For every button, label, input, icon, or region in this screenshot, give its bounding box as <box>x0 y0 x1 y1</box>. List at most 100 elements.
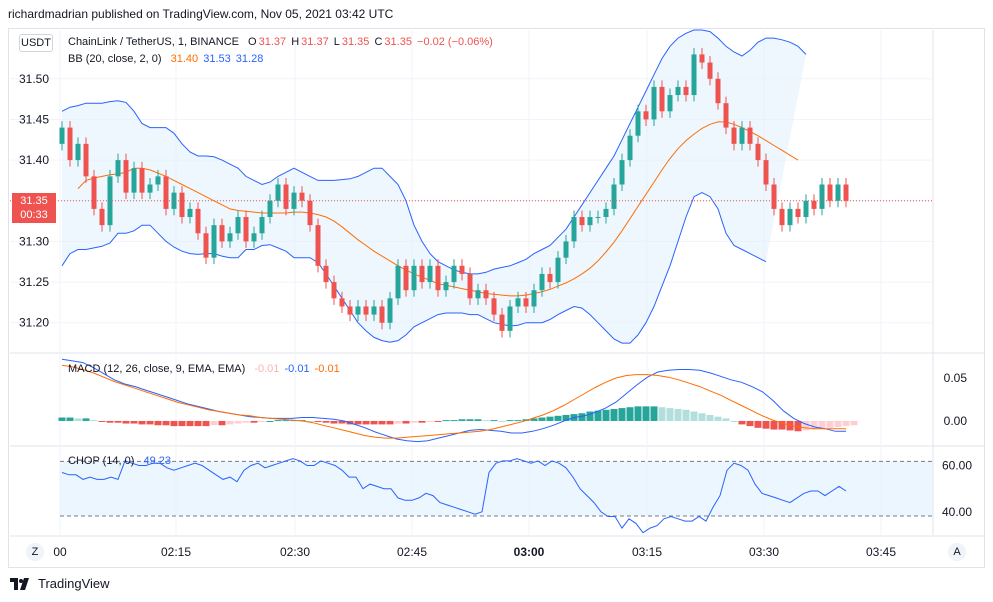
macd-histogram-bar <box>618 408 626 421</box>
candle-body <box>483 290 489 299</box>
macd-histogram-bar <box>490 420 498 422</box>
macd-histogram-bar <box>682 409 690 421</box>
tradingview-logo-text: TradingView <box>38 576 110 591</box>
high-value: 31.37 <box>301 36 329 48</box>
macd-histogram-bar <box>306 420 314 422</box>
macd-histogram-bar <box>258 420 266 422</box>
candle-body <box>435 265 441 291</box>
chop-label: CHOP (14, 0) <box>68 455 135 467</box>
chop-band-fill <box>60 461 933 517</box>
time-tick-label: 03:30 <box>749 545 779 559</box>
tradingview-logo: TradingView <box>10 576 110 591</box>
macd-histogram-bar <box>650 406 658 421</box>
macd-histogram-bar <box>210 420 218 426</box>
candle-body <box>331 282 337 299</box>
macd-histogram-bar <box>186 420 194 427</box>
auto-scale-button[interactable]: A <box>948 543 966 561</box>
candle-body <box>763 160 769 185</box>
low-value: 31.35 <box>341 36 370 48</box>
candle-body <box>707 62 713 79</box>
candle-body <box>163 176 169 209</box>
open-label: O <box>248 36 257 48</box>
candle-body <box>403 265 409 291</box>
candle-body <box>683 86 689 96</box>
candle-body <box>155 176 161 185</box>
chop-layer <box>60 458 933 534</box>
candle-body <box>747 127 753 144</box>
price-tick-label: 31.45 <box>19 112 49 126</box>
currency-button[interactable]: USDT <box>19 34 53 52</box>
candle-body <box>627 135 633 161</box>
macd-histogram-bar <box>538 417 546 421</box>
macd-histogram-bar <box>594 410 602 421</box>
candle-body <box>443 282 449 291</box>
candle-body <box>659 86 665 112</box>
macd-histogram-bar <box>554 415 562 421</box>
macd-histogram-bar <box>562 414 570 421</box>
candle-body <box>739 127 745 144</box>
candle-body <box>195 208 201 234</box>
candle-body <box>475 290 481 299</box>
candle-body <box>491 298 497 315</box>
close-value: 31.35 <box>384 36 412 48</box>
publish-caption: richardmadrian published on TradingView.… <box>8 7 394 21</box>
macd-histogram-bar <box>754 420 762 428</box>
candle-body <box>243 217 249 242</box>
macd-histogram-bar <box>58 417 66 421</box>
macd-histogram-bar <box>578 413 586 421</box>
candle-body <box>227 233 233 242</box>
macd-histogram-bar <box>386 420 394 425</box>
candle-body <box>307 200 313 226</box>
macd-histogram-bar <box>850 420 858 426</box>
macd-histogram-bar <box>410 420 418 423</box>
time-tick-label: 02:15 <box>161 545 191 559</box>
low-label: L <box>333 36 340 48</box>
macd-histogram-bar <box>666 408 674 421</box>
macd-histogram-bar <box>450 420 458 422</box>
z-scale-button[interactable]: Z <box>26 543 44 561</box>
candle-body <box>371 306 377 315</box>
candle-body <box>83 143 89 177</box>
macd-histogram-bar <box>250 420 258 423</box>
price-tick-label: 31.25 <box>19 275 49 289</box>
macd-histogram-bar <box>178 420 186 427</box>
macd-histogram-bar <box>402 420 410 424</box>
macd-histogram-bar <box>690 411 698 421</box>
macd-histogram-bar <box>794 420 802 432</box>
bb-fill <box>62 30 806 344</box>
candle-body <box>779 208 785 226</box>
candle-body <box>291 192 297 209</box>
macd-histogram-bar <box>122 420 130 424</box>
candle-body <box>547 273 553 283</box>
time-tick-label: 03:00 <box>514 545 545 559</box>
candle-body <box>147 184 153 193</box>
macd-layer <box>58 358 858 443</box>
macd-tick-label: 0.05 <box>944 371 968 385</box>
macd-histogram-bar <box>546 416 554 421</box>
candle-body <box>667 95 673 112</box>
candle-body <box>75 143 81 161</box>
macd-histogram-bar <box>114 420 122 423</box>
candle-body <box>595 217 601 219</box>
candle-body <box>715 78 721 104</box>
candle-body <box>187 208 193 218</box>
macd-histogram-bar <box>322 420 330 423</box>
candle-body <box>179 192 185 218</box>
macd-histogram-bar <box>242 420 250 423</box>
time-tick-label: 02:30 <box>280 545 310 559</box>
macd-histogram-bar <box>394 420 402 424</box>
macd-histogram-bar <box>506 420 514 422</box>
last-price-tag: 31.35 00:33 <box>12 193 56 223</box>
time-tick-label: 02:45 <box>397 545 427 559</box>
candle-body <box>115 160 121 177</box>
macd-histogram-bar <box>634 406 642 421</box>
price-tick-label: 31.50 <box>19 72 49 86</box>
candle-body <box>531 290 537 307</box>
candle-body <box>699 54 705 63</box>
macd-histogram-bar <box>530 418 538 421</box>
macd-histogram-bar <box>610 408 618 421</box>
bb-upper-value: 31.53 <box>203 53 231 65</box>
candle-body <box>755 143 761 161</box>
price-tick-label: 31.30 <box>19 234 49 248</box>
